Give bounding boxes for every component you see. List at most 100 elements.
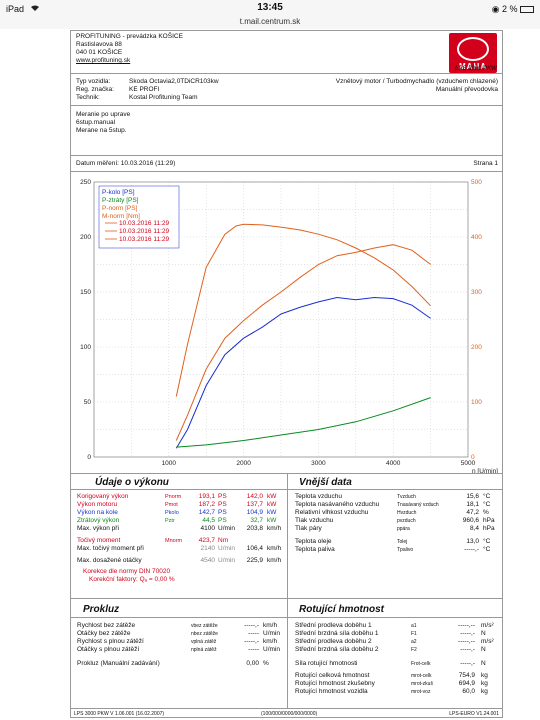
ambient-symbol: Tvzduch bbox=[397, 494, 416, 500]
page-number: Strana 1 bbox=[473, 160, 498, 167]
vykon-symbol: Pztr bbox=[165, 518, 175, 524]
slip-manual-value: 0,00 bbox=[246, 660, 259, 667]
rotating-mass-symbol: Frot-celk bbox=[411, 661, 431, 667]
rotating-mass-label: Střední brzdná síla doběhu 1 bbox=[295, 630, 379, 637]
vykon-label: Korigovaný výkon bbox=[77, 493, 129, 500]
divider bbox=[71, 598, 502, 599]
rotation-lock-icon: ◉ bbox=[491, 4, 500, 14]
maha-logo: MAHA bbox=[449, 33, 497, 73]
url-bar[interactable]: t.mail.centrum.sk bbox=[0, 17, 540, 29]
company-web[interactable]: www.profituning.sk bbox=[76, 57, 131, 64]
y-tick-label-left: 150 bbox=[80, 289, 91, 296]
logo-text: MAHA bbox=[459, 62, 487, 71]
ambient-value: 13,0 bbox=[466, 538, 479, 545]
ambient-unit: hPa bbox=[483, 517, 495, 524]
rotating-mass-unit: N bbox=[481, 646, 486, 653]
slip-manual-label: Prokluz (Manuální zadávání) bbox=[77, 660, 160, 667]
company-street: Rastislavova 88 bbox=[76, 41, 122, 48]
rotating-mass-symbol: mrot-zkuš bbox=[411, 681, 433, 687]
legend-entry: P-norm [PS] bbox=[102, 205, 138, 212]
ambient-label: Teplota paliva bbox=[295, 546, 335, 553]
company-city: 040 01 KOŠICE bbox=[76, 49, 123, 56]
divider bbox=[71, 105, 502, 106]
torque-at-speed-unit: km/h bbox=[267, 545, 282, 552]
tech-value: Kostal Profituning Team bbox=[129, 94, 198, 101]
dyno-report: PROFITUNING - prevádzka KOŠICE Rastislav… bbox=[70, 30, 503, 718]
torque-at-speed: 106,4 bbox=[246, 545, 263, 552]
vykon-value: 203,8 bbox=[246, 525, 263, 532]
vykon-label: Ztrátový výkon bbox=[77, 517, 120, 524]
reg-label: Reg. značka: bbox=[76, 86, 114, 93]
y-tick-label-right: 0 bbox=[471, 454, 475, 461]
tech-label: Technik: bbox=[76, 94, 100, 101]
rotating-mass-unit: N bbox=[481, 630, 486, 637]
clock: 13:45 bbox=[257, 2, 283, 13]
rotating-mass-value: 60,0 bbox=[462, 688, 475, 695]
vykon-unit: kW bbox=[267, 501, 277, 508]
ambient-symbol: Tnasávaný vzduch bbox=[397, 502, 439, 508]
battery-icon bbox=[520, 6, 534, 14]
rotating-mass-value: -----,-- bbox=[458, 638, 475, 645]
divider bbox=[71, 73, 502, 74]
ambient-value: 18,1 bbox=[466, 501, 479, 508]
legend-entry: P-ztráty [PS] bbox=[102, 197, 139, 204]
footer-left: LPS 3000 PKW V 1.06.001 (16.02.2007) bbox=[74, 711, 165, 717]
note-line: 6stup.manual bbox=[76, 119, 116, 126]
rotating-mass-label: Střední prodleva doběhu 2 bbox=[295, 638, 372, 645]
slip-label: Otáčky s plnou zátěží bbox=[77, 646, 140, 653]
slip-symbol: nplná zátěž bbox=[191, 647, 217, 653]
rotating-mass-value: -----,- bbox=[460, 660, 475, 667]
rotating-mass-value: 754,9 bbox=[458, 672, 475, 679]
divider bbox=[71, 489, 502, 490]
note-line: Merane na 5stup. bbox=[76, 127, 127, 134]
vykon-value: 104,9 bbox=[246, 509, 263, 516]
x-tick-label: 5000 bbox=[461, 460, 476, 467]
ambient-label: Teplota vzduchu bbox=[295, 493, 342, 500]
divider bbox=[71, 155, 502, 156]
ambient-symbol: Hvzduch bbox=[397, 510, 417, 516]
rotating-mass-symbol: mrot-voz bbox=[411, 689, 431, 695]
slip-value: -----,- bbox=[244, 622, 259, 629]
rotating-mass-unit: kg bbox=[481, 680, 488, 687]
vykon-label: Výkon motoru bbox=[77, 501, 118, 508]
divider bbox=[71, 617, 502, 618]
rotating-mass-symbol: a1 bbox=[411, 623, 417, 629]
slip-symbol: vbez zátěže bbox=[191, 623, 218, 629]
company-name: PROFITUNING - prevádzka KOŠICE bbox=[76, 33, 183, 40]
y-tick-label-left: 100 bbox=[80, 344, 91, 351]
footer-right: LPS-EURO V1.24.001 bbox=[449, 711, 499, 717]
vykon-unit: PS bbox=[218, 517, 227, 524]
x-tick-label: 2000 bbox=[236, 460, 251, 467]
ambient-label: Relativní vlhkost vzduchu bbox=[295, 509, 369, 516]
series-line-p-ztráty bbox=[176, 397, 431, 448]
battery-status: ◉ 2 % bbox=[492, 4, 534, 15]
y-tick-label-right: 200 bbox=[471, 344, 482, 351]
slip-value: ----- bbox=[248, 630, 259, 637]
ambient-value: 960,6 bbox=[462, 517, 479, 524]
measurement-date: Datum měření: 10.03.2016 (11:29) bbox=[76, 160, 176, 167]
vykon-unit: kW bbox=[267, 509, 277, 516]
rotating-mass-unit: kg bbox=[481, 672, 488, 679]
power-torque-chart: 1000 2000 3000 4000 500005010015020025001002… bbox=[80, 179, 498, 474]
ambient-unit: °C bbox=[483, 501, 491, 508]
legend-run: 10.03.2016 11:29 bbox=[119, 228, 170, 235]
rotating-mass-value: -----,- bbox=[460, 646, 475, 653]
max-rpm-label: Max. dosažené otáčky bbox=[77, 557, 142, 564]
wifi-icon bbox=[30, 4, 40, 14]
vykon-symbol: Pnorm bbox=[165, 494, 182, 500]
slip-unit: U/min bbox=[263, 630, 280, 637]
rotating-mass-label: Rotující hmotnost zkušebny bbox=[295, 680, 375, 687]
legend-run: 10.03.2016 11:29 bbox=[119, 220, 170, 227]
engine-type: Vznětový motor / Turbodmychadlo (vzduche… bbox=[335, 78, 498, 85]
divider bbox=[71, 473, 502, 474]
ambient-label: Teplota oleje bbox=[295, 538, 332, 545]
status-bar: iPad 13:45 ◉ 2 % bbox=[0, 0, 540, 20]
ambient-symbol: Tolej bbox=[397, 539, 408, 545]
dyno-model: LPS 3000 PKW bbox=[455, 66, 497, 72]
x-tick-label: 3000 bbox=[311, 460, 326, 467]
vykon-unit: PS bbox=[218, 509, 227, 516]
ambient-unit: °C bbox=[483, 538, 491, 545]
rotating-mass-value: 694,9 bbox=[458, 680, 475, 687]
rotating-mass-label: Síla rotující hmotnosti bbox=[295, 660, 358, 667]
legend-run: 10.03.2016 11:29 bbox=[119, 236, 170, 243]
